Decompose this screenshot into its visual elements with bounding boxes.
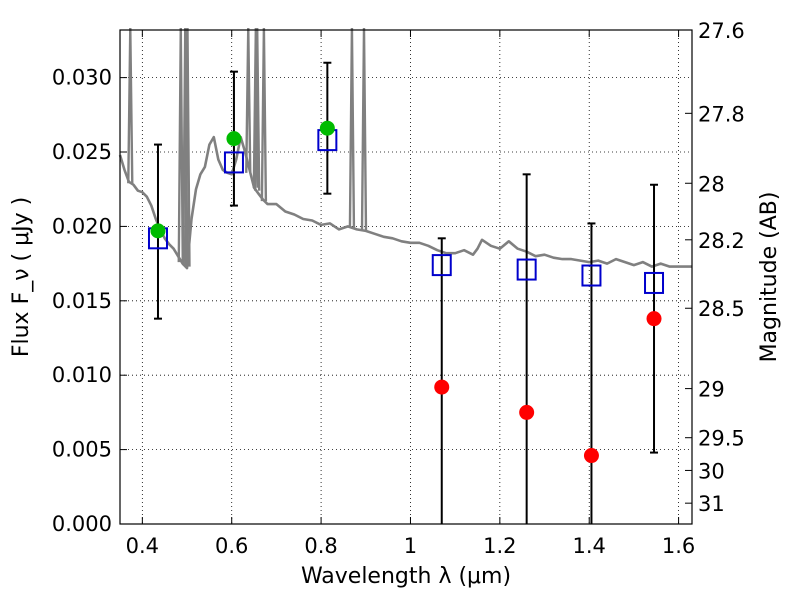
model-square-point	[223, 151, 244, 174]
right-tick-label: 27.8	[698, 102, 745, 126]
y-tick-label: 0.030	[52, 66, 112, 90]
tick-labels: 0.4 0.6 0.8 1 1.2 1.4 1.6 0.000 0.005 0.010 0.015 0…	[52, 19, 745, 558]
model-photometry-series	[147, 129, 665, 294]
error-bars	[153, 61, 659, 524]
x-tick-label: 0.6	[215, 534, 248, 558]
y-tick-label: 0.020	[52, 214, 112, 238]
detected-series	[150, 120, 335, 239]
emission-line-spike	[177, 27, 184, 263]
x-tick-label: 1.4	[573, 534, 606, 558]
x-tick-label: 1	[404, 534, 417, 558]
x-tick-label: 1.6	[662, 534, 695, 558]
right-tick-label: 28	[698, 172, 725, 196]
right-tick-label: 28.5	[698, 297, 745, 321]
y-axis-right-title: Magnitude (AB)	[757, 192, 782, 363]
plot-frame	[119, 29, 693, 525]
x-tick-label: 1.2	[483, 534, 516, 558]
emission-line-spike	[184, 27, 191, 267]
emission-line-spike	[127, 27, 134, 184]
emission-line-spike	[348, 27, 356, 228]
right-tick-label: 27.6	[698, 19, 745, 43]
y-tick-label: 0.010	[52, 363, 112, 387]
emission-line-spike	[260, 27, 268, 202]
detected-point	[226, 131, 242, 147]
right-tick-label: 29.5	[698, 427, 745, 451]
model-square-point	[581, 264, 602, 287]
upper-limit-point	[434, 379, 450, 395]
right-tick-label: 29	[698, 378, 725, 402]
y-tick-label: 0.005	[52, 438, 112, 462]
x-tick-label: 0.8	[304, 534, 337, 558]
x-tick-label: 0.4	[126, 534, 159, 558]
y-axis-left-title: Flux F_ν ( μJy )	[9, 197, 34, 357]
y-tick-label: 0.000	[52, 512, 112, 536]
model-square-point	[431, 254, 452, 277]
emission-line-spike	[360, 27, 368, 231]
right-tick-label: 30	[698, 459, 725, 483]
right-tick-label: 28.2	[698, 229, 745, 253]
detected-point	[150, 223, 166, 239]
spectrum-line	[118, 135, 692, 270]
upper-limit-point	[646, 311, 662, 327]
emission-line-spike	[245, 27, 252, 173]
upper-limit-point	[519, 404, 535, 420]
x-axis-title: Wavelength λ (μm)	[301, 564, 511, 589]
spectrum-series	[118, 27, 692, 270]
detected-point	[319, 120, 335, 136]
model-square-point	[516, 258, 537, 281]
y-tick-label: 0.015	[52, 289, 112, 313]
right-tick-label: 31	[698, 492, 725, 516]
upper-limit-series	[434, 311, 662, 464]
upper-limit-point	[583, 448, 599, 464]
model-square-point	[644, 271, 665, 294]
grid	[120, 30, 692, 525]
emission-line-spike	[253, 27, 261, 191]
emission-line-spike	[252, 27, 260, 188]
axis-ticks	[120, 29, 692, 525]
y-tick-label: 0.025	[52, 140, 112, 164]
